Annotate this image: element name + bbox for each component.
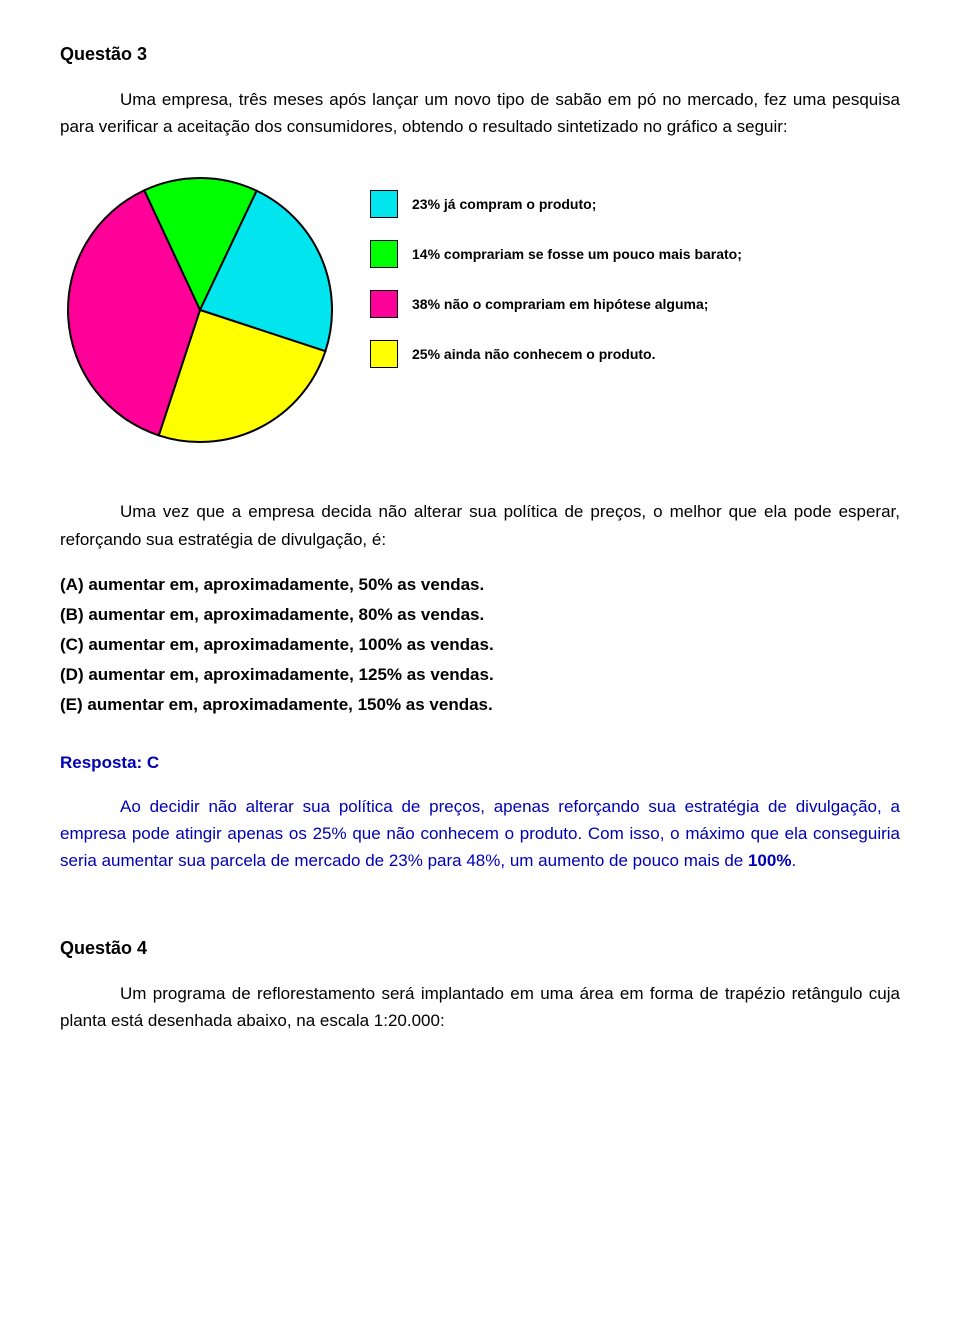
option-c: (C) aumentar em, aproximadamente, 100% a… [60,631,900,658]
q4-title: Questão 4 [60,934,900,963]
q3-followup: Uma vez que a empresa decida não alterar… [60,498,900,552]
question-4: Questão 4 Um programa de reflorestamento… [60,934,900,1034]
option-d: (D) aumentar em, aproximadamente, 125% a… [60,661,900,688]
legend-row: 38% não o comprariam em hipótese alguma; [370,290,900,318]
legend-label: 38% não o comprariam em hipótese alguma; [412,293,708,315]
q3-intro: Uma empresa, três meses após lançar um n… [60,86,900,140]
answer-bold: 100% [748,851,791,870]
legend-label: 14% comprariam se fosse um pouco mais ba… [412,243,742,265]
legend-swatch [370,190,398,218]
legend-row: 14% comprariam se fosse um pouco mais ba… [370,240,900,268]
chart-figure: 23% já compram o produto; 14% comprariam … [60,170,900,458]
legend-row: 25% ainda não conhecem o produto. [370,340,900,368]
question-3: Questão 3 Uma empresa, três meses após l… [60,40,900,874]
legend-row: 23% já compram o produto; [370,190,900,218]
answer-body: Ao decidir não alterar sua política de p… [60,793,900,875]
legend-label: 23% já compram o produto; [412,193,596,215]
answer-heading: Resposta: C [60,749,900,776]
q3-options: (A) aumentar em, aproximadamente, 50% as… [60,571,900,719]
legend-swatch [370,340,398,368]
answer-text-2: . [791,851,796,870]
q3-title: Questão 3 [60,40,900,69]
legend-swatch [370,240,398,268]
q4-intro: Um programa de reflorestamento será impl… [60,980,900,1034]
option-e: (E) aumentar em, aproximadamente, 150% a… [60,691,900,718]
option-a: (A) aumentar em, aproximadamente, 50% as… [60,571,900,598]
pie-chart [60,170,340,458]
legend-label: 25% ainda não conhecem o produto. [412,343,655,365]
option-b: (B) aumentar em, aproximadamente, 80% as… [60,601,900,628]
chart-legend: 23% já compram o produto; 14% comprariam … [370,170,900,390]
legend-swatch [370,290,398,318]
